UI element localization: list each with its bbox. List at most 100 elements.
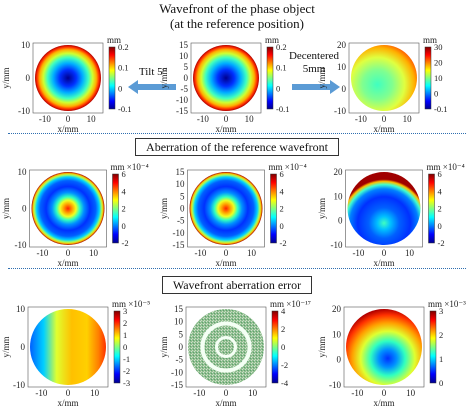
y-tick: 10 [174,317,184,327]
y-tick: 15 [176,167,186,177]
y-tick: -10 [15,240,27,250]
arrow-right-icon [292,80,340,94]
colorbar-tick: 1 [123,330,127,340]
tilt-label: Tilt 5° [138,66,168,78]
colorbar-tick: 0 [118,83,122,93]
decenter-label-2: 5mm [302,63,326,75]
panel-r2c1: 10 0 -10 -10 0 10 x/mm y/mm mm ×10⁻⁴6 4 2 0 -2 [1,162,149,267]
y-tick: 15 [174,304,184,314]
y-tick: 10 [16,304,26,314]
colorbar-tick: 30 [434,42,443,52]
x-tick: 10 [403,114,413,124]
y-tick: 20 [334,167,344,177]
colorbar [270,173,277,244]
panel-r2c2: 15 10 5 0 -5 -10 -15 -10 0 10 x/mm y/mm mm ×10⁻⁴6 4 2 0… [159,162,307,267]
x-tick: 0 [382,114,387,124]
colorbar-unit: mm ×10⁻³ [428,299,466,309]
y-tick: -10 [331,240,343,250]
colorbar-tick: -1 [123,354,130,364]
colorbar-tick: 4 [438,186,443,196]
section-aberration-title: Aberration of the reference wavefront [135,138,339,156]
x-tick: 10 [248,388,258,398]
colorbar [271,310,279,384]
y-tick: 10 [332,329,342,339]
y-tick: -10 [171,367,183,377]
y-tick: -5 [176,355,184,365]
y-tick: 10 [176,179,186,189]
x-axis-label: x/mm [373,398,394,408]
colorbar-unit: mm ×10⁻⁴ [111,162,149,172]
wavefront-map [35,45,101,111]
x-tick: 10 [245,114,255,124]
x-tick: 0 [224,114,229,124]
y-tick: -10 [176,95,188,105]
y-axis-label: y/mm [159,67,169,88]
y-tick: 0 [338,216,343,226]
x-tick: 0 [224,248,229,258]
wavefront-map [351,45,417,111]
y-tick: -5 [181,84,189,94]
y-tick: 0 [179,342,184,352]
x-tick: -10 [194,248,206,258]
x-axis-label: x/mm [215,258,236,267]
colorbar-unit: mm ×10⁻¹⁷ [270,299,311,309]
colorbar-tick: 0.1 [118,63,129,73]
y-tick: 5 [184,62,189,72]
colorbar [113,310,121,384]
colorbar-tick: -2 [123,366,130,376]
colorbar-unit: mm [107,35,121,45]
colorbar-tick: 20 [434,58,443,68]
y-tick: -10 [18,106,30,116]
x-tick: -10 [352,248,364,258]
panel-r3c2: 15 10 5 0 -5 -10 -15 -10 0 10 x/mm y/mm mm ×10⁻¹⁷4 2 0… [159,299,311,408]
colorbar-tick: 0 [439,378,443,388]
x-axis-label: x/mm [215,124,236,133]
y-tick: 0 [26,73,31,83]
colorbar [112,173,119,244]
y-tick: 0 [342,84,347,94]
y-axis-label: y/mm [317,67,327,88]
colorbar-tick: 10 [434,73,443,83]
x-tick: 10 [87,114,97,124]
x-tick: 0 [382,248,387,258]
colorbar-tick: 2 [439,330,443,340]
colorbar-unit: mm [423,35,437,45]
y-tick: -15 [176,106,188,116]
colorbar-tick: 1 [439,354,443,364]
colorbar-tick: -2 [280,238,287,248]
y-tick: 20 [332,304,342,314]
colorbar-tick: 0 [280,221,284,231]
wavefront-map [346,309,422,385]
x-axis-label: x/mm [57,124,78,133]
y-tick: 15 [179,40,189,50]
colorbar-tick: -2 [438,238,445,248]
y-tick: 10 [21,40,31,50]
colorbar [428,173,435,244]
y-axis-label: y/mm [1,198,11,219]
x-tick: 10 [406,388,416,398]
colorbar-tick: 2 [122,204,126,214]
x-tick: 0 [66,248,71,258]
x-tick: 0 [382,388,387,398]
colorbar-unit: mm ×10⁻⁴ [427,162,465,172]
y-tick: 10 [179,51,189,61]
colorbar-tick: 2 [123,318,127,328]
x-tick: 10 [90,388,100,398]
colorbar-tick: -2 [122,238,129,248]
y-tick: 10 [18,167,28,177]
x-tick: 0 [224,388,229,398]
colorbar-tick: 2 [281,324,285,334]
header-line2: (at the reference position) [170,16,304,31]
colorbar-tick: 0 [122,221,126,231]
colorbar [424,46,432,110]
y-tick: 20 [337,40,347,50]
x-tick: -10 [355,114,367,124]
colorbar-tick: -0.1 [118,104,131,114]
colorbar-tick: -4 [281,378,289,388]
y-tick: 0 [22,204,27,214]
colorbar-tick: 6 [438,169,442,179]
